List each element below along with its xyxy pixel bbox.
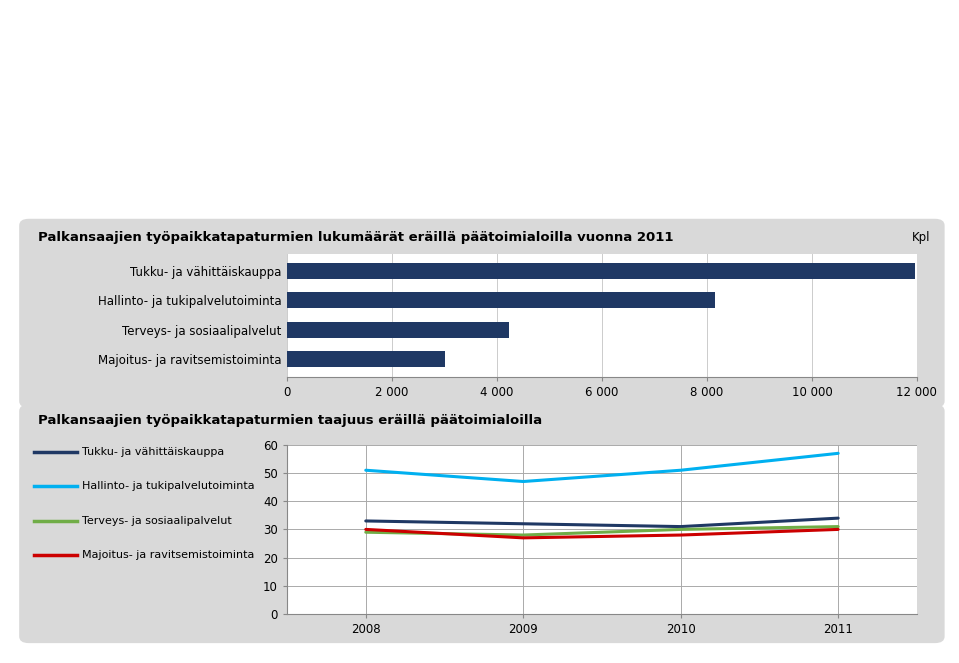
Text: Palkansaajien työpaikkatapaturmien taajuus eräillä päätoimialoilla: Palkansaajien työpaikkatapaturmien taaju…	[38, 414, 543, 428]
Bar	[287, 322, 509, 337]
Text: Kpl: Kpl	[912, 231, 930, 244]
Text: Terveys- ja sosiaalipalvelut: Terveys- ja sosiaalipalvelut	[82, 516, 231, 526]
Text: Palkansaajien työpaikkatapaturmien lukumäärät eräillä päätoimialoilla vuonna 201: Palkansaajien työpaikkatapaturmien lukum…	[38, 231, 674, 244]
Text: Tukku- ja vähittäiskauppa: Tukku- ja vähittäiskauppa	[82, 447, 223, 457]
Text: Majoitus- ja ravitsemistoiminta: Majoitus- ja ravitsemistoiminta	[82, 550, 254, 560]
Bar	[287, 351, 445, 367]
Text: Hallinto- ja tukipalvelutoiminta: Hallinto- ja tukipalvelutoiminta	[82, 481, 254, 491]
Bar	[287, 292, 715, 308]
Bar	[287, 263, 916, 279]
